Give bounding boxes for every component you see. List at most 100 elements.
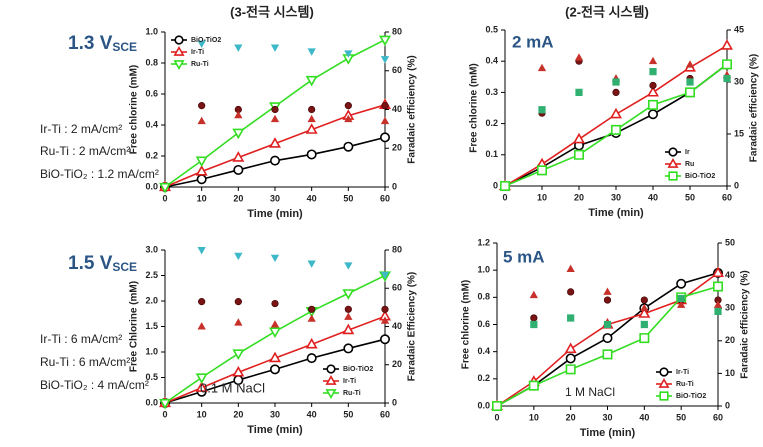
x-axis-title: Time (min): [580, 427, 636, 439]
efficiency-marker: [197, 247, 206, 255]
y-axis-title: Free chlorine (mM): [469, 63, 480, 152]
efficiency-marker: [612, 78, 620, 86]
condition: BiO-TiO₂ : 4 mA/cm²: [40, 378, 149, 392]
data-marker: [159, 398, 171, 410]
legend-label: Ir-Ti: [343, 378, 356, 385]
y-axis-title: Free Chlorine (mM): [129, 281, 140, 372]
x-tick-label: 30: [611, 192, 621, 202]
efficiency-marker: [574, 53, 584, 61]
y-tick-label: 1.2: [477, 237, 490, 247]
data-marker: [269, 137, 281, 148]
y-tick-label: 0.0: [145, 397, 158, 407]
legend-label: BiO-TiO2: [191, 37, 221, 44]
data-marker: [647, 109, 658, 120]
y-tick-label: 2.5: [145, 270, 158, 280]
efficiency-marker: [529, 290, 538, 299]
data-marker: [713, 281, 723, 292]
potential-subscript: SCE: [112, 260, 137, 274]
potential: 1.3 VSCE: [68, 33, 137, 54]
efficiency-marker: [649, 81, 657, 90]
efficiency-marker: [307, 48, 316, 56]
efficiency-marker: [380, 316, 390, 324]
y2-tick-label: 15: [734, 128, 744, 138]
y-tick-label: 0.2: [485, 118, 498, 128]
data-marker: [722, 59, 732, 70]
efficiency-marker: [271, 299, 279, 308]
legend-marker: [668, 147, 678, 157]
y-tick-label: 0.8: [145, 57, 158, 67]
data-marker: [343, 343, 354, 354]
legend-marker: [173, 60, 185, 70]
x-tick-label: 40: [648, 192, 658, 202]
data-marker: [610, 107, 622, 119]
x-tick-label: 0: [494, 412, 499, 422]
data-marker: [676, 278, 687, 289]
efficiency-marker: [234, 298, 242, 306]
efficiency-marker: [567, 288, 575, 296]
legend-marker: [173, 46, 185, 56]
y2-axis-title: Faradaic efficiency (%): [740, 270, 751, 378]
y2-tick-label: 10: [725, 368, 735, 378]
annotation: 1 M NaCl: [565, 385, 615, 399]
data-marker: [638, 307, 651, 318]
legend-marker: [174, 35, 184, 45]
annotation: 5 mA: [503, 247, 545, 266]
efficiency-marker: [567, 314, 575, 322]
y-tick-label: 1.0: [477, 265, 490, 275]
data-marker: [602, 349, 613, 360]
efficiency-marker: [530, 320, 538, 329]
data-marker: [232, 365, 245, 377]
data-marker: [306, 149, 317, 160]
potential-value: 1.5 V: [68, 253, 113, 274]
legend-label: Ir-Ti: [676, 369, 689, 376]
y2-tick-label: 80: [392, 244, 402, 254]
x-tick-label: 50: [343, 193, 353, 203]
data-marker: [232, 128, 245, 140]
efficiency-marker: [234, 252, 243, 261]
efficiency-marker: [344, 50, 353, 58]
data-marker: [379, 132, 390, 143]
efficiency-marker: [270, 44, 280, 52]
efficiency-marker: [537, 63, 547, 72]
potential: 1.5 VSCE: [68, 253, 137, 274]
x-tick-label: 20: [233, 409, 243, 419]
efficiency-marker: [380, 56, 390, 64]
y2-tick-label: 20: [392, 359, 402, 369]
legend-marker: [659, 367, 669, 377]
data-marker: [342, 323, 355, 335]
data-marker: [565, 364, 576, 375]
efficiency-marker: [344, 305, 352, 313]
y2-axis-title: Faradaic efficiency (%): [407, 55, 418, 163]
legend-label: Ru-Ti: [343, 390, 361, 397]
data-marker: [565, 353, 576, 364]
efficiency-marker: [612, 88, 620, 96]
legend-label: BiO-TiO2: [685, 173, 715, 180]
data-marker: [305, 337, 318, 349]
data-marker: [379, 334, 390, 345]
y-tick-label: 0.6: [477, 319, 490, 329]
data-marker: [305, 75, 318, 87]
y-tick-label: 3.0: [145, 244, 158, 254]
efficiency-marker: [530, 314, 538, 322]
efficiency-marker: [197, 322, 206, 330]
heading: (3-전극 시스템): [230, 4, 314, 19]
legend-label: Ru-Ti: [191, 61, 209, 68]
x-tick-label: 20: [233, 193, 243, 203]
data-marker: [537, 165, 547, 176]
data-marker: [195, 381, 208, 392]
efficiency-marker: [723, 74, 731, 83]
x-axis-title: Time (min): [247, 424, 303, 436]
x-tick-label: 60: [722, 192, 732, 202]
x-axis-title: Time (min): [588, 207, 644, 219]
y2-tick-label: 30: [734, 76, 744, 86]
efficiency-marker: [538, 106, 546, 114]
data-marker: [611, 124, 621, 135]
data-marker: [233, 164, 244, 175]
data-marker: [685, 87, 695, 98]
y-tick-label: 1.5: [145, 321, 158, 331]
data-marker: [195, 373, 208, 384]
data-marker: [269, 155, 280, 166]
x-axis-title: Time (min): [247, 208, 303, 220]
x-tick-label: 20: [574, 192, 584, 202]
y-tick-label: 0.0: [477, 400, 490, 410]
